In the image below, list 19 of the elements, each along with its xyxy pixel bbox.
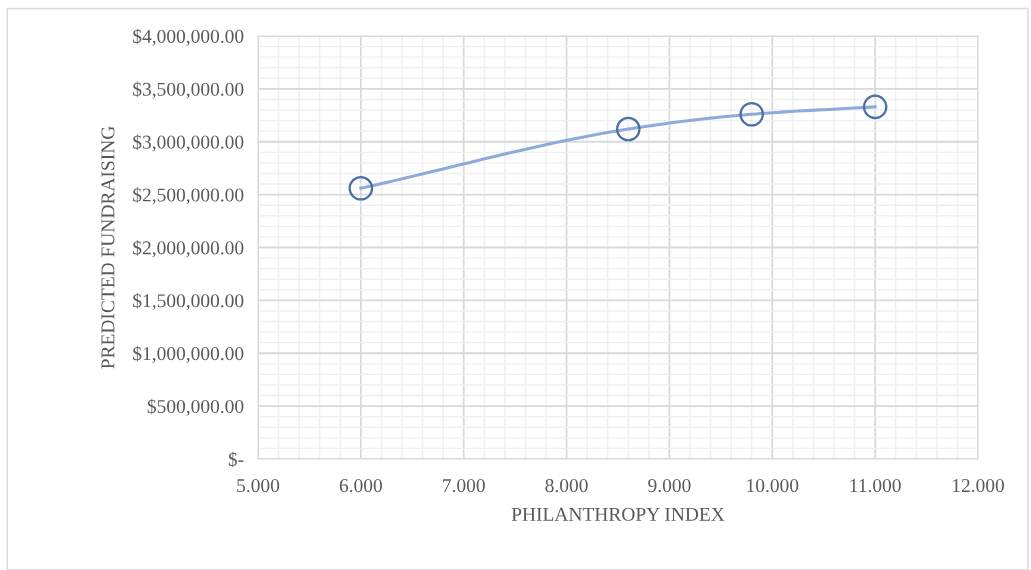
x-tick-label: 11.000 — [850, 479, 901, 493]
x-tick-label: 9.000 — [648, 479, 691, 493]
y-tick-label: $3,000,000.00 — [133, 134, 244, 152]
y-tick-label: $1,500,000.00 — [133, 293, 244, 311]
y-tick-label: $4,000,000.00 — [133, 28, 244, 46]
x-tick-label: 10.000 — [747, 479, 799, 493]
y-tick-label: $3,500,000.00 — [133, 81, 244, 99]
x-tick-label: 7.000 — [443, 479, 485, 493]
x-tick-label: 12.000 — [952, 479, 1004, 493]
y-tick-label: $- — [228, 451, 244, 468]
x-tick-label: 5.000 — [237, 479, 280, 493]
y-tick-label: $1,000,000.00 — [133, 345, 244, 363]
y-tick-label: $500,000.00 — [147, 398, 244, 416]
y-tick-label: $2,500,000.00 — [133, 187, 244, 205]
x-axis-title: PHILANTHROPY INDEX — [511, 507, 725, 521]
x-tick-label: 6.000 — [339, 479, 382, 493]
y-axis-title: PREDICTED FUNDRAISING — [101, 126, 115, 369]
x-tick-label: 8.000 — [545, 479, 588, 493]
y-tick-label: $2,000,000.00 — [133, 240, 244, 258]
